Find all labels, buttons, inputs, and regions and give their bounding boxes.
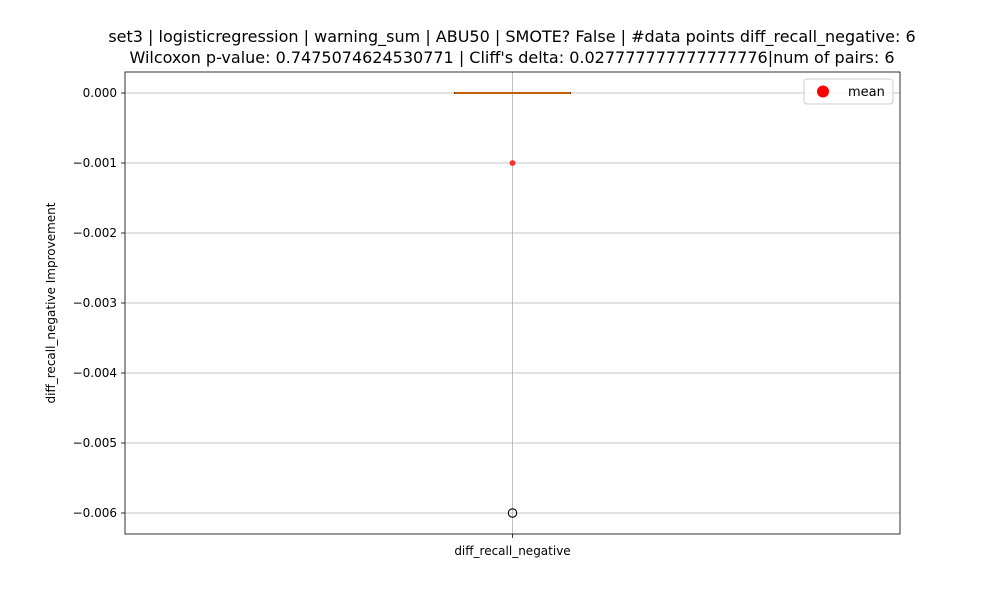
legend-layer: mean <box>803 78 894 105</box>
box-layer <box>454 92 571 518</box>
y-tick-label: −0.004 <box>73 366 117 380</box>
legend-mean-label: mean <box>848 85 885 100</box>
axes-layer: 0.000 −0.001 −0.002 −0.003 −0.004 −0.005 −0.00… <box>44 71 901 558</box>
legend-box <box>803 78 894 105</box>
y-tick-label: −0.006 <box>73 506 117 520</box>
y-tick-label: 0.000 <box>83 86 117 100</box>
y-axis-label: diff_recall_negative Improvement <box>44 202 58 403</box>
grid-layer <box>125 72 900 534</box>
x-tick-label: diff_recall_negative <box>454 544 570 558</box>
y-tick-label: −0.005 <box>73 436 117 450</box>
y-tick-label: −0.002 <box>73 226 117 240</box>
legend-mean-marker <box>817 85 829 98</box>
outlier-point <box>507 508 518 518</box>
y-tick-label: −0.003 <box>73 296 117 310</box>
chart-title-line-1: set3 | logisticregression | warning_sum … <box>108 27 916 46</box>
mean-point <box>509 160 516 166</box>
chart-title-line-2: Wilcoxon p-value: 0.7475074624530771 | C… <box>129 48 895 67</box>
y-tick-label: −0.001 <box>73 156 117 170</box>
